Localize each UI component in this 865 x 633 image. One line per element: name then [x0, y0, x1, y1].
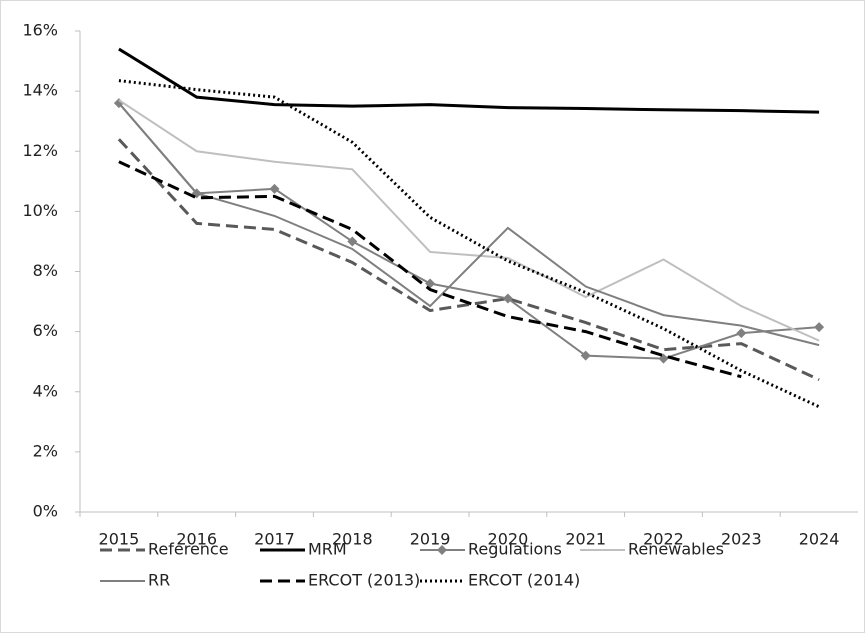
series-marker [580, 350, 591, 361]
y-tick-label: 16% [22, 21, 58, 40]
x-tick-label: 2018 [332, 530, 373, 549]
legend-label: Renewables [628, 540, 724, 559]
legend-marker [437, 545, 447, 555]
legend-label: Regulations [468, 540, 562, 559]
x-tick-label: 2023 [721, 530, 762, 549]
x-tick-label: 2017 [254, 530, 295, 549]
x-tick-label: 2015 [99, 530, 140, 549]
series-marker [736, 328, 747, 339]
x-tick-label: 2019 [410, 530, 451, 549]
series-line [118, 102, 820, 360]
legend-label: Reference [148, 540, 229, 559]
series-marker [814, 322, 825, 333]
y-tick-label: 6% [33, 321, 58, 340]
series-marker [347, 236, 358, 247]
x-tick-label: 2024 [799, 530, 840, 549]
series-line [118, 102, 820, 347]
series-line [118, 47, 820, 114]
y-tick-label: 2% [33, 441, 58, 460]
y-tick-label: 4% [33, 381, 58, 400]
y-tick-label: 10% [22, 201, 58, 220]
x-tick-label: 2021 [565, 530, 606, 549]
series-marker [269, 183, 280, 194]
x-tick-label: 2016 [176, 530, 217, 549]
series-line [118, 99, 820, 342]
legend-label: ERCOT (2014) [468, 571, 580, 590]
legend-label: MRM [308, 540, 347, 559]
y-tick-label: 12% [22, 141, 58, 160]
y-tick-label: 0% [33, 502, 58, 521]
series-marker [502, 293, 513, 304]
legend-label: RR [148, 571, 170, 590]
y-tick-label: 8% [33, 261, 58, 280]
x-tick-label: 2022 [643, 530, 684, 549]
legend-label: ERCOT (2013) [308, 571, 420, 590]
x-tick-label: 2020 [488, 530, 529, 549]
series-line [118, 160, 742, 379]
y-tick-label: 14% [22, 81, 58, 100]
